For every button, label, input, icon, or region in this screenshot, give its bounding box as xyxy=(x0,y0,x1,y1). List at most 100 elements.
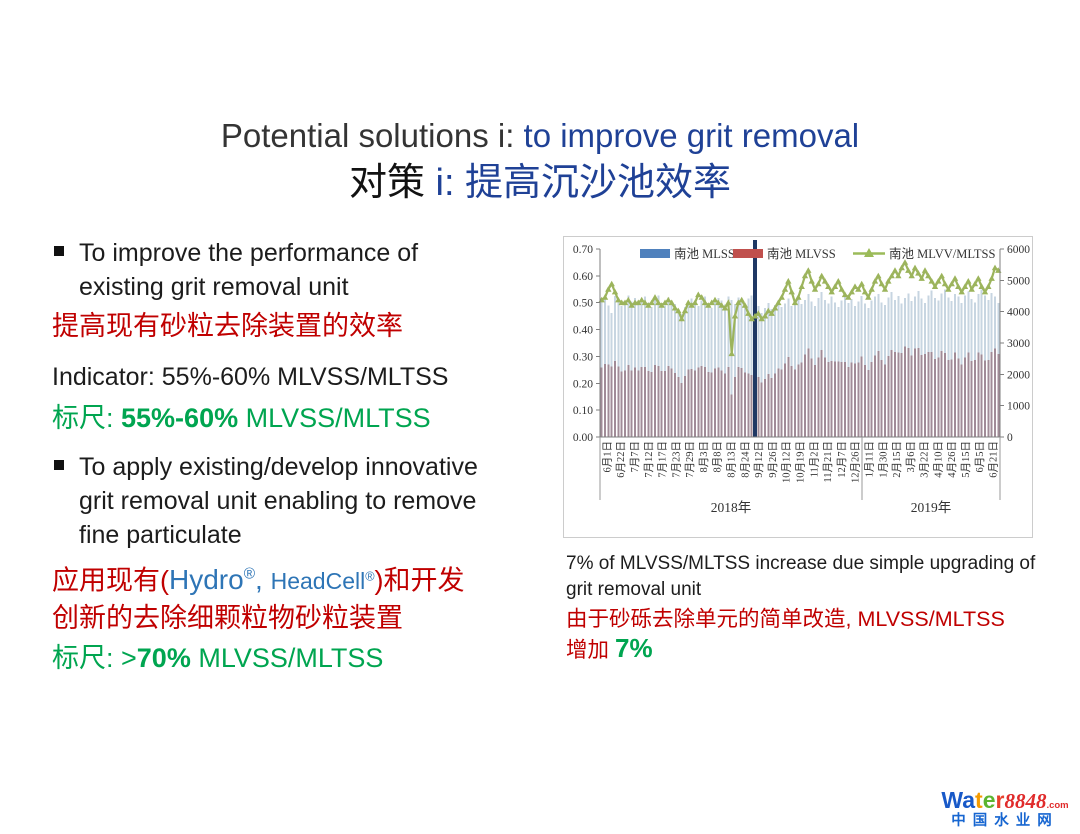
svg-text:2000: 2000 xyxy=(1007,369,1030,381)
caption-cn-line2: 增加 xyxy=(566,638,615,662)
red2-post: )和开发 xyxy=(374,565,465,596)
bullet1-text: To improve the performance of existing g… xyxy=(79,239,419,301)
bullet2-text: To apply existing/develop innovative gri… xyxy=(79,453,478,549)
svg-text:0.00: 0.00 xyxy=(573,432,593,444)
svg-text:10月12日: 10月12日 xyxy=(781,441,793,483)
scale1-prefix: 标尺: xyxy=(52,403,122,433)
legend-mlss-swatch xyxy=(640,249,670,258)
hydro-brand: Hydro®, xyxy=(169,564,271,595)
svg-text:8月8日: 8月8日 xyxy=(712,441,724,473)
svg-text:9月12日: 9月12日 xyxy=(753,441,765,478)
caption-green-percent: 7% xyxy=(614,633,653,663)
mlvss-bars xyxy=(600,346,1000,437)
svg-text:0.20: 0.20 xyxy=(573,378,593,390)
registered-mark-icon: ® xyxy=(243,566,256,583)
svg-text:8月13日: 8月13日 xyxy=(726,441,738,478)
year-separators xyxy=(599,437,1001,500)
year-labels: 2018年 2019年 xyxy=(711,500,952,515)
axis-lines xyxy=(596,248,1004,438)
svg-text:7月17日: 7月17日 xyxy=(657,441,669,478)
logo-chinese-name: 中国水业网 xyxy=(951,812,1059,829)
svg-text:6月21日: 6月21日 xyxy=(988,441,1000,478)
bullet-square-icon xyxy=(54,246,64,256)
title-chinese: 对策 i: 提高沉沙池效率 xyxy=(0,158,1080,208)
red-translation-2: 应用现有(Hydro®, HeadCell®)和开发 创新的去除细颗粒物砂粒装置 xyxy=(52,556,574,637)
title-en-dark: Potential solutions i: xyxy=(220,117,524,154)
scale1-value: 55%-60% xyxy=(121,403,239,433)
svg-text:5000: 5000 xyxy=(1007,275,1030,287)
svg-text:7月29日: 7月29日 xyxy=(684,441,696,478)
scale1-suffix: MLVSS/MLTSS xyxy=(238,403,431,433)
scale-target-1: 标尺: 55%-60% MLVSS/MLTSS xyxy=(52,400,574,437)
svg-text:2018年: 2018年 xyxy=(711,500,752,515)
logo-water-letters: Water xyxy=(941,787,1004,813)
scale2-prefix: 标尺: > xyxy=(52,643,137,673)
svg-text:3月6日: 3月6日 xyxy=(905,441,917,473)
caption-cn-line1: 由于砂砾去除单元的简单改造, MLVSS/MLTSS xyxy=(566,607,1005,631)
x-axis-labels: 6月1日 6月22日 7月7日 7月12日 7月17日 7月23日 7月29日 8月3日 8月8… xyxy=(601,441,999,483)
upgrade-divider-line xyxy=(753,240,757,437)
bullet-item-1: To improve the performance of existing g… xyxy=(52,236,574,304)
legend-ratio-marker xyxy=(864,248,874,257)
svg-text:8月24日: 8月24日 xyxy=(739,441,751,478)
headcell-brand: HeadCell® xyxy=(271,568,375,594)
logo-letter: a xyxy=(962,786,976,813)
caption-chinese: 由于砂砾去除单元的简单改造, MLVSS/MLTSS 增加 7% xyxy=(566,605,1054,665)
svg-text:2019年: 2019年 xyxy=(911,500,952,515)
title-cn-blue: i: 提高沉沙池效率 xyxy=(435,162,732,204)
svg-text:6月1日: 6月1日 xyxy=(601,441,613,473)
scale2-value: 70% xyxy=(136,643,191,673)
hydro-name: Hydro xyxy=(169,564,244,596)
svg-text:6月22日: 6月22日 xyxy=(615,441,627,478)
svg-text:0: 0 xyxy=(1007,432,1013,444)
svg-text:6月5日: 6月5日 xyxy=(974,441,986,473)
svg-text:8月3日: 8月3日 xyxy=(698,441,710,473)
svg-text:3000: 3000 xyxy=(1007,338,1030,350)
svg-text:0.40: 0.40 xyxy=(573,325,593,337)
svg-text:0.70: 0.70 xyxy=(573,244,593,256)
svg-text:4月10日: 4月10日 xyxy=(932,441,944,478)
svg-text:0.50: 0.50 xyxy=(573,298,593,310)
chart-caption: 7% of MLVSS/MLTSS increase due simple up… xyxy=(566,551,1054,665)
ratio-markers xyxy=(598,259,1002,357)
indicator-line: Indicator: 55%-60% MLVSS/MLTSS xyxy=(52,363,449,391)
bullet-item-2: To apply existing/develop innovative gri… xyxy=(52,450,574,552)
svg-text:0.30: 0.30 xyxy=(573,351,593,363)
svg-text:7月23日: 7月23日 xyxy=(670,441,682,478)
red2-line2: 创新的去除细颗粒物砂粒装置 xyxy=(52,603,403,634)
svg-text:1月30日: 1月30日 xyxy=(877,441,889,478)
title-cn-dark: 对策 xyxy=(348,162,436,204)
logo-letter: W xyxy=(941,786,963,813)
brand-comma: , xyxy=(255,564,271,596)
caption-english: 7% of MLVSS/MLTSS increase due simple up… xyxy=(566,553,1036,600)
legend-mlss-label: 南池 MLSS xyxy=(674,246,735,261)
svg-text:7月12日: 7月12日 xyxy=(643,441,655,478)
logo-wordmark: Water8848.com xyxy=(935,788,1075,812)
slide-title: Potential solutions i: to improve grit r… xyxy=(0,114,1080,208)
svg-text:5月15日: 5月15日 xyxy=(960,441,972,478)
svg-text:4000: 4000 xyxy=(1007,307,1030,319)
svg-text:11月21日: 11月21日 xyxy=(822,441,834,483)
svg-text:7月7日: 7月7日 xyxy=(629,441,641,473)
svg-text:9月26日: 9月26日 xyxy=(767,441,779,478)
svg-text:4月26日: 4月26日 xyxy=(946,441,958,478)
red-translation-1: 提高现有砂粒去除装置的效率 xyxy=(52,311,403,341)
watermark-logo: Water8848.com 中国水业网 xyxy=(935,788,1075,829)
svg-text:1月11日: 1月11日 xyxy=(864,441,876,477)
svg-text:12月7日: 12月7日 xyxy=(836,441,848,478)
bullet-square-icon xyxy=(54,460,64,470)
mlss-mlvss-trend-chart: 0.00 0.10 0.20 0.30 0.40 0.50 0.60 0.70 0 1000 200… xyxy=(563,236,1033,538)
svg-text:2月15日: 2月15日 xyxy=(891,441,903,478)
title-en-blue: to improve grit removal xyxy=(523,117,860,154)
logo-letter: r xyxy=(995,786,1005,813)
scale-target-2: 标尺: >70% MLVSS/MLTSS xyxy=(52,640,574,677)
registered-mark-icon: ® xyxy=(365,569,375,584)
svg-text:6000: 6000 xyxy=(1007,244,1030,256)
logo-letter: t xyxy=(975,786,983,813)
legend-ratio-label: 南池 MLVV/MLTSS xyxy=(889,246,995,261)
svg-text:12月26日: 12月26日 xyxy=(850,441,862,483)
logo-letter: e xyxy=(982,786,996,813)
chart-legend: 南池 MLSS 南池 MLVSS 南池 MLVV/MLTSS xyxy=(640,246,995,261)
svg-text:3月22日: 3月22日 xyxy=(919,441,931,478)
